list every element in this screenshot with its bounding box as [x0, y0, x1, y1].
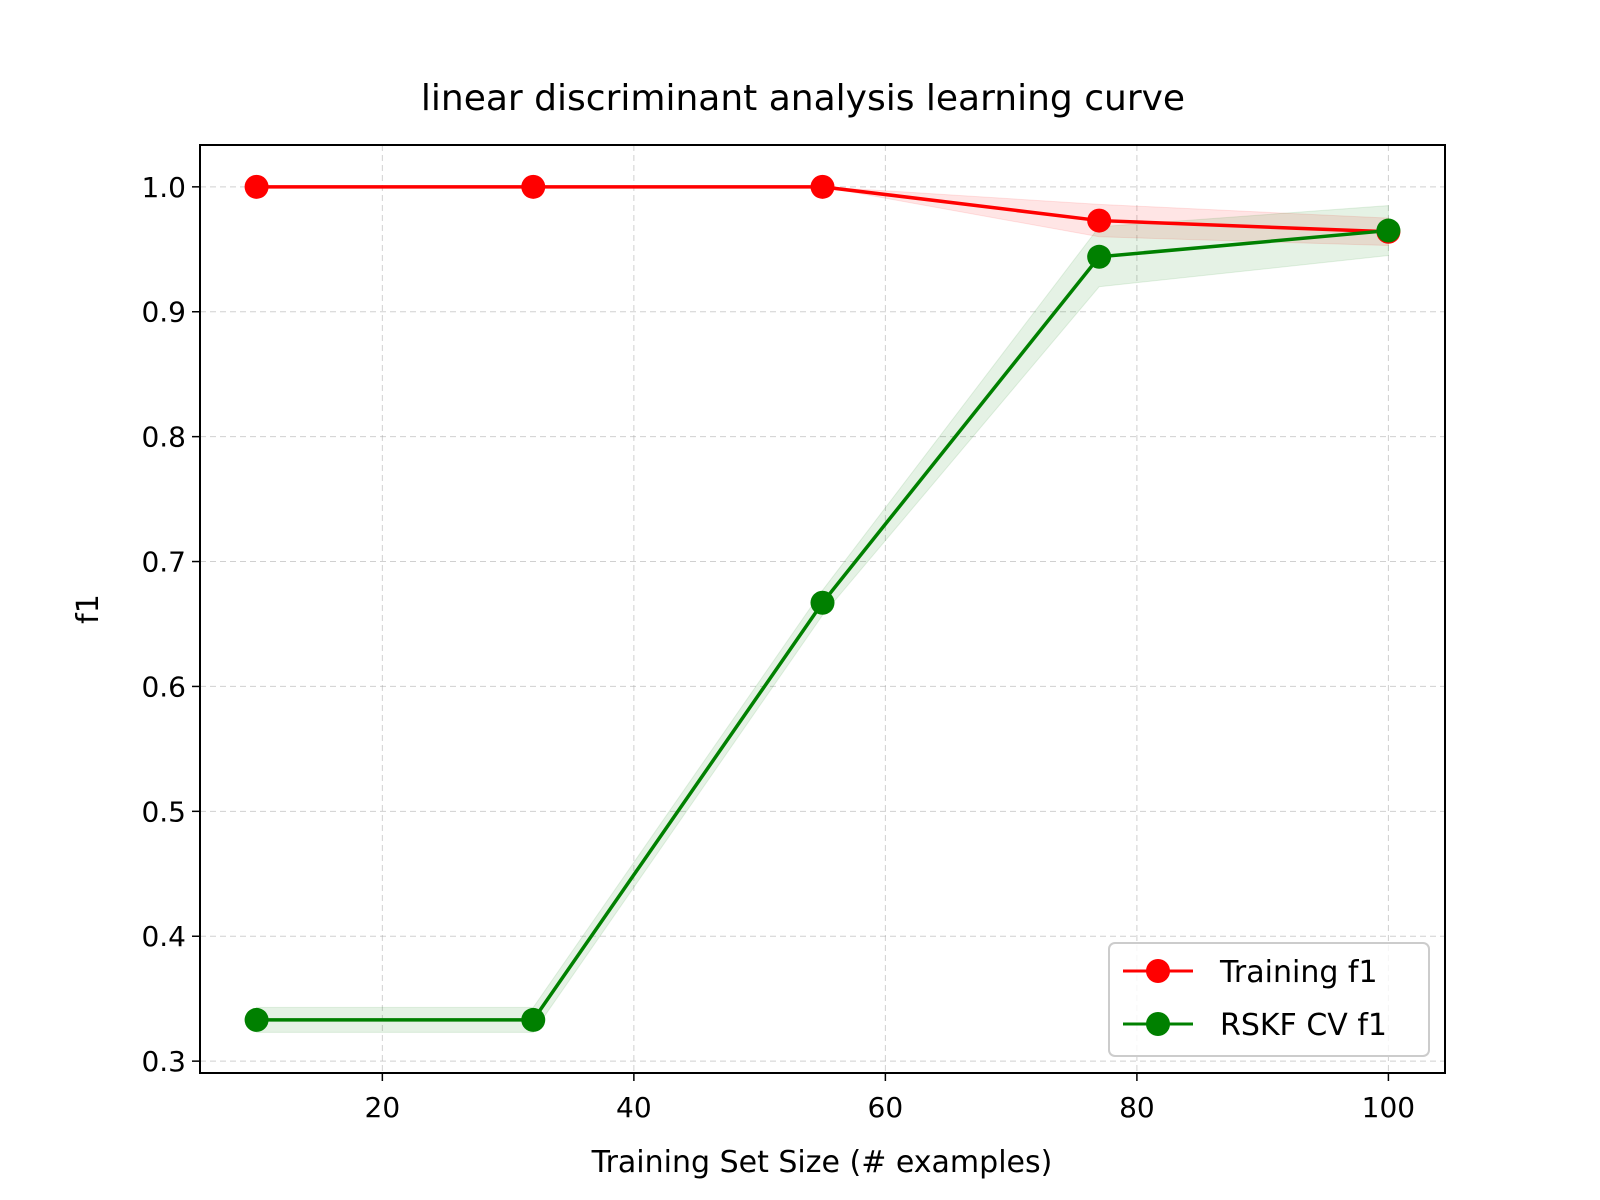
y-tick-label: 0.7	[141, 546, 186, 579]
point-rskf-cv-f1	[810, 590, 835, 615]
legend: Training f1 RSKF CV f1	[1108, 942, 1430, 1057]
point-training-f1	[244, 174, 269, 199]
band-rskf-cv-f1	[256, 205, 1389, 1033]
point-rskf-cv-f1	[521, 1007, 546, 1032]
grid	[200, 145, 1445, 1073]
y-tick-label: 0.8	[141, 421, 186, 454]
point-rskf-cv-f1	[244, 1007, 269, 1032]
legend-label-training-f1: Training f1	[1219, 955, 1378, 990]
y-tick-label: 1.0	[141, 171, 186, 204]
point-training-f1	[810, 174, 835, 199]
y-tick-label: 0.6	[141, 670, 186, 703]
y-axis-ticks: 0.3 0.4 0.5 0.6 0.7 0.8 0.9 1.0	[141, 171, 200, 1078]
chart-title: linear discriminant analysis learning cu…	[421, 78, 1185, 119]
x-tick-label: 20	[365, 1091, 401, 1124]
x-axis-ticks: 20 40 60 80 100	[365, 1073, 1415, 1124]
point-training-f1	[521, 174, 546, 199]
point-training-f1	[1087, 208, 1112, 233]
x-tick-label: 80	[1119, 1091, 1155, 1124]
point-rskf-cv-f1	[1087, 244, 1112, 269]
plot-frame	[199, 144, 1446, 1074]
y-axis-label: f1	[71, 594, 106, 624]
x-tick-label: 60	[868, 1091, 904, 1124]
y-tick-label: 0.5	[141, 795, 186, 828]
x-axis-label: Training Set Size (# examples)	[591, 1145, 1053, 1180]
x-tick-label: 40	[616, 1091, 652, 1124]
point-rskf-cv-f1	[1376, 218, 1401, 243]
y-tick-label: 0.4	[141, 920, 186, 953]
x-tick-label: 100	[1362, 1091, 1415, 1124]
legend-label-rskf-cv-f1: RSKF CV f1	[1220, 1008, 1387, 1043]
y-tick-label: 0.3	[141, 1045, 186, 1078]
legend-marker-training-f1	[1146, 959, 1170, 983]
legend-marker-rskf-cv-f1	[1146, 1012, 1170, 1036]
y-tick-label: 0.9	[141, 296, 186, 329]
series-markers	[244, 174, 1401, 1032]
